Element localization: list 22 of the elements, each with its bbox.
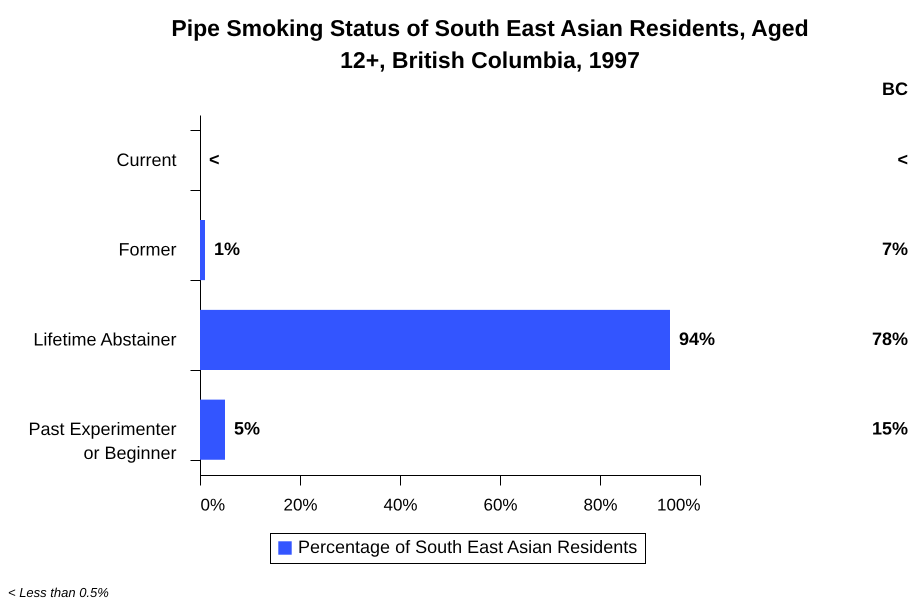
data-label: 1% bbox=[214, 239, 240, 260]
text: < Less than 0.5% bbox=[8, 585, 109, 600]
x-tick-label: 80% bbox=[583, 496, 618, 514]
y-tick-label: Past Experimenter or Beginner bbox=[28, 419, 177, 464]
x-tick-label: 40% bbox=[383, 496, 418, 514]
legend-label: Percentage of South East Asian Residents bbox=[298, 537, 638, 557]
data-label: 94% bbox=[679, 328, 716, 349]
x-tick-label: 60% bbox=[483, 496, 518, 514]
data-label: 5% bbox=[234, 418, 260, 439]
x-tick-label: 20% bbox=[283, 496, 318, 514]
y-tick-label: Current bbox=[116, 150, 176, 170]
chart-title: Pipe Smoking Status of South East Asian Residents, Aged 12+, British Columbia, 1997 bbox=[171, 15, 809, 73]
text: 15% bbox=[872, 418, 908, 439]
y-tick-label: Lifetime Abstainer bbox=[33, 329, 177, 350]
y-tick-label: Former bbox=[118, 240, 177, 260]
text: BC bbox=[882, 79, 908, 99]
text: < bbox=[897, 149, 908, 170]
data-label: < bbox=[209, 149, 220, 170]
x-tick-label: 0% bbox=[200, 496, 226, 514]
text: 78% bbox=[872, 328, 908, 349]
text: 7% bbox=[882, 239, 908, 260]
x-tick-label: 100% bbox=[657, 496, 700, 514]
